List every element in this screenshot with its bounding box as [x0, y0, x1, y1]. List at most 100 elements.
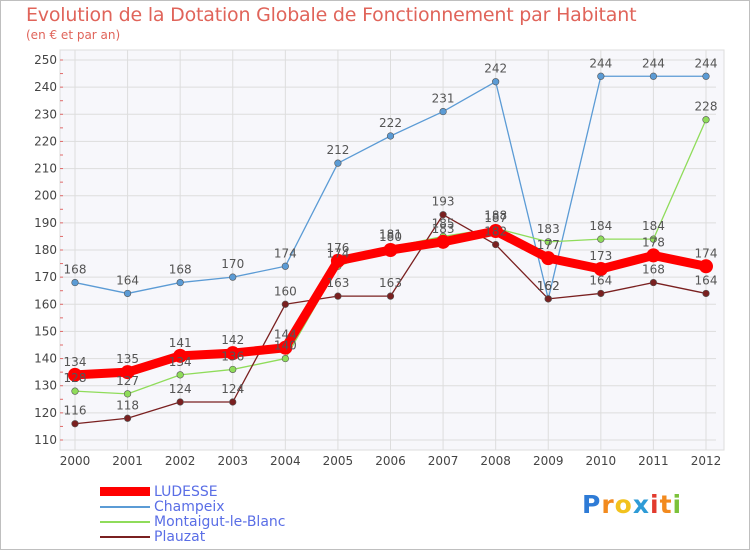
x-tick-label: 2001 [112, 454, 143, 468]
data-label: 244 [642, 56, 665, 70]
data-label: 178 [642, 235, 665, 249]
data-label: 182 [484, 225, 507, 239]
data-point [278, 340, 293, 355]
legend: LUDESSE Champeix Montaigut-le-Blanc Plauzat [100, 483, 286, 545]
data-point [383, 243, 398, 257]
legend-swatch [100, 535, 150, 538]
proxiti-logo: Proxiti [582, 490, 682, 519]
data-point [386, 292, 395, 300]
data-point [120, 365, 135, 380]
x-tick-label: 2003 [217, 454, 248, 468]
y-tick-label: 220 [34, 134, 57, 148]
data-point [702, 116, 710, 124]
legend-swatch [100, 505, 150, 508]
data-point [281, 300, 289, 308]
series-plauzat [71, 211, 710, 428]
x-tick-label: 2010 [586, 454, 617, 468]
data-label: 177 [537, 238, 560, 252]
data-point [71, 278, 79, 287]
x-tick-label: 2006 [375, 454, 406, 468]
data-point [541, 251, 556, 266]
data-point [225, 346, 240, 361]
legend-label: LUDESSE [154, 483, 218, 500]
data-label: 162 [537, 279, 560, 293]
legend-swatch [100, 520, 150, 523]
data-label: 168 [169, 263, 192, 277]
data-label: 193 [432, 195, 455, 209]
logo-letter: o [614, 490, 633, 519]
data-label: 141 [169, 336, 192, 350]
y-tick-label: 160 [34, 297, 57, 311]
data-point [488, 224, 503, 238]
data-point [68, 367, 82, 382]
data-point [173, 348, 188, 363]
data-label: 187 [484, 211, 507, 225]
data-label: 124 [169, 382, 192, 396]
y-tick-label: 230 [34, 107, 57, 121]
data-point [699, 259, 713, 274]
data-label: 242 [484, 62, 507, 76]
data-label: 222 [379, 116, 402, 130]
data-point [492, 240, 500, 249]
logo-letter: r [601, 490, 615, 519]
data-point [330, 253, 345, 268]
y-tick-label: 240 [34, 80, 57, 94]
data-point [646, 248, 661, 263]
data-point [71, 420, 79, 428]
data-point [123, 390, 132, 398]
data-point [176, 278, 184, 287]
data-label: 136 [221, 349, 244, 363]
data-label: 170 [221, 257, 244, 271]
data-point [281, 262, 289, 270]
data-label: 134 [169, 355, 192, 369]
data-label: 173 [589, 249, 612, 263]
data-label: 212 [326, 143, 349, 157]
x-tick-label: 2005 [323, 454, 354, 468]
y-tick-label: 130 [34, 379, 57, 393]
logo-letter: t [659, 490, 673, 519]
data-label: 163 [379, 276, 402, 290]
data-label: 180 [379, 230, 402, 244]
legend-swatch [100, 487, 150, 496]
data-label: 142 [221, 333, 244, 347]
legend-item: Champeix [100, 498, 285, 515]
y-tick-label: 210 [34, 162, 57, 176]
logo-letter: x [632, 490, 650, 519]
data-point [593, 262, 608, 276]
y-tick-label: 140 [34, 352, 57, 366]
data-point [544, 295, 552, 303]
data-point [71, 387, 79, 395]
data-point [544, 238, 552, 246]
y-tick-label: 170 [34, 270, 57, 284]
logo-letter: P [582, 490, 602, 519]
y-tick-label: 200 [34, 189, 57, 203]
data-label: 183 [537, 222, 560, 236]
data-label: 228 [695, 100, 718, 114]
legend-label: Champeix [154, 498, 225, 515]
data-label: 127 [116, 374, 139, 388]
data-point [281, 354, 289, 363]
data-label: 164 [695, 273, 718, 287]
data-label: 185 [432, 216, 455, 230]
data-label: 183 [432, 222, 455, 236]
x-tick-label: 2011 [638, 454, 669, 468]
data-point [436, 234, 451, 249]
data-point [176, 371, 184, 379]
logo-letter: i [672, 490, 683, 519]
data-label: 174 [695, 246, 718, 260]
data-label: 168 [642, 263, 665, 277]
series-ludesse [68, 224, 713, 382]
data-point [649, 278, 658, 287]
legend-item: Montaigut-le-Blanc [100, 513, 286, 530]
data-label: 135 [116, 352, 139, 366]
legend-label: Montaigut-le-Blanc [154, 513, 286, 530]
data-point [176, 398, 184, 406]
y-tick-label: 120 [34, 406, 57, 420]
data-point [649, 72, 658, 80]
data-point [229, 365, 237, 374]
data-label: 144 [274, 328, 297, 342]
x-tick-label: 2004 [270, 454, 301, 468]
data-label: 118 [116, 398, 139, 412]
data-label: 162 [537, 279, 560, 293]
data-label: 164 [116, 273, 139, 287]
